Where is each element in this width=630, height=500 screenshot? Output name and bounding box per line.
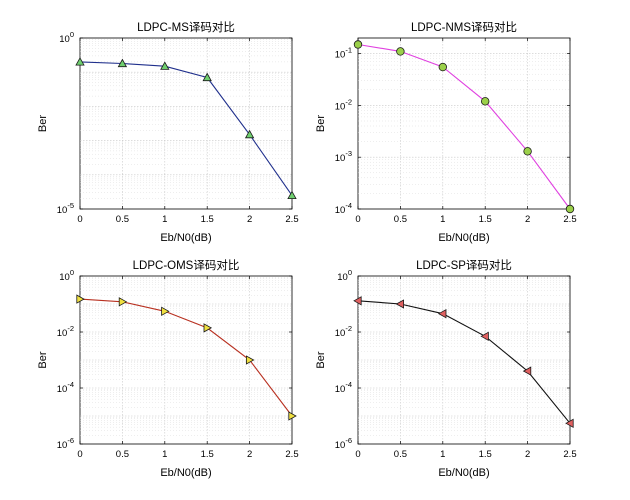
y-tick-label: 10-2 — [335, 324, 352, 339]
y-axis-label: Ber — [37, 351, 49, 368]
y-tick-label: 10-4 — [57, 380, 74, 395]
y-axis-label: Ber — [37, 115, 49, 132]
data-point — [481, 97, 490, 106]
data-point — [288, 411, 297, 421]
y-tick-label: 10-6 — [57, 436, 74, 451]
chart-panel-4: 0 0.5 1 1.5 2 2.5 100 10-2 10-4 10-6 LDPC-SP译码对比 Eb… — [315, 258, 577, 479]
x-axis-label: Eb/N0(dB) — [438, 467, 489, 479]
x-axis-label: Eb/N0(dB) — [160, 232, 211, 244]
x-axis-label: Eb/N0(dB) — [160, 467, 211, 479]
y-tick-label: 10-1 — [335, 46, 352, 61]
y-tick-label: 100 — [59, 268, 74, 283]
x-tick-label: 1 — [162, 449, 167, 460]
chart-panel-1: 0 0.5 1 1.5 2 2.5 100 10-5 LDPC-MS译码对比 Eb/N0(dB) B… — [37, 20, 299, 244]
series-line — [357, 43, 571, 210]
data-point — [565, 418, 574, 428]
x-tick-label: 2.5 — [563, 214, 576, 225]
data-point — [396, 47, 405, 56]
x-tick-label: 2 — [525, 214, 530, 225]
y-tick-label: 100 — [337, 268, 352, 283]
x-tick-label: 1.5 — [479, 449, 492, 460]
y-tick-label: 10-6 — [335, 436, 352, 451]
data-point — [480, 331, 489, 341]
x-tick-label: 2.5 — [285, 449, 298, 460]
x-tick-label: 0.5 — [394, 214, 407, 225]
data-point — [565, 204, 575, 214]
x-tick-label: 0 — [355, 214, 360, 225]
y-axis-label: Ber — [315, 351, 327, 368]
y-tick-label: 100 — [59, 30, 74, 45]
x-tick-label: 2.5 — [285, 214, 298, 225]
x-tick-label: 2 — [247, 449, 252, 460]
x-tick-label: 2 — [525, 449, 530, 460]
data-point — [353, 296, 362, 306]
series-line — [79, 298, 293, 417]
data-point — [76, 294, 85, 304]
y-tick-label: 10-5 — [57, 201, 74, 216]
x-tick-label: 1 — [440, 449, 445, 460]
data-point — [395, 299, 405, 309]
y-axis-label: Ber — [315, 115, 327, 132]
data-point — [522, 366, 532, 376]
data-point — [438, 62, 447, 72]
plot-area — [357, 37, 571, 210]
data-point — [245, 355, 255, 365]
x-tick-label: 0.5 — [116, 214, 129, 225]
x-tick-label: 1.5 — [201, 214, 214, 225]
data-point — [244, 129, 255, 139]
x-tick-label: 2 — [247, 214, 252, 225]
x-tick-label: 2.5 — [563, 449, 576, 460]
data-point — [287, 190, 297, 200]
x-tick-label: 0.5 — [394, 449, 407, 460]
data-point — [75, 57, 85, 66]
x-tick-label: 0 — [77, 214, 82, 225]
x-tick-label: 0 — [77, 449, 82, 460]
chart-panel-3: 0 0.5 1 1.5 2 2.5 100 10-2 10-4 10-6 LDPC-OMS译码对比 E… — [37, 258, 299, 479]
x-tick-label: 0 — [355, 449, 360, 460]
y-tick-label: 10-3 — [335, 149, 352, 164]
x-axis-label: Eb/N0(dB) — [438, 232, 489, 244]
chart-title: LDPC-NMS译码对比 — [411, 20, 517, 34]
chart-title: LDPC-SP译码对比 — [416, 258, 512, 272]
data-point — [160, 61, 170, 70]
y-tick-label: 10-4 — [335, 380, 352, 395]
y-tick-label: 10-2 — [335, 97, 352, 112]
data-point — [117, 58, 128, 68]
y-tick-label: 10-2 — [57, 324, 74, 339]
series-line — [79, 61, 293, 196]
plot-area — [79, 37, 293, 210]
x-tick-label: 1 — [440, 214, 445, 225]
data-point — [437, 309, 447, 319]
x-tick-label: 1.5 — [479, 214, 492, 225]
data-point — [202, 72, 212, 82]
data-point — [353, 40, 363, 49]
data-point — [118, 297, 128, 307]
y-tick-label: 10-4 — [335, 201, 352, 216]
series-line — [357, 300, 571, 424]
x-tick-label: 1.5 — [201, 449, 214, 460]
data-point — [161, 306, 170, 316]
data-point — [203, 323, 213, 333]
chart-title: LDPC-OMS译码对比 — [133, 258, 240, 272]
x-tick-label: 1 — [162, 214, 167, 225]
data-point — [523, 147, 532, 156]
x-tick-label: 0.5 — [116, 449, 129, 460]
chart-title: LDPC-MS译码对比 — [137, 20, 235, 34]
chart-panel-2: 0 0.5 1 1.5 2 2.5 10-1 10-2 10-3 10-4 LDPC-NMS译码对比… — [315, 20, 577, 244]
